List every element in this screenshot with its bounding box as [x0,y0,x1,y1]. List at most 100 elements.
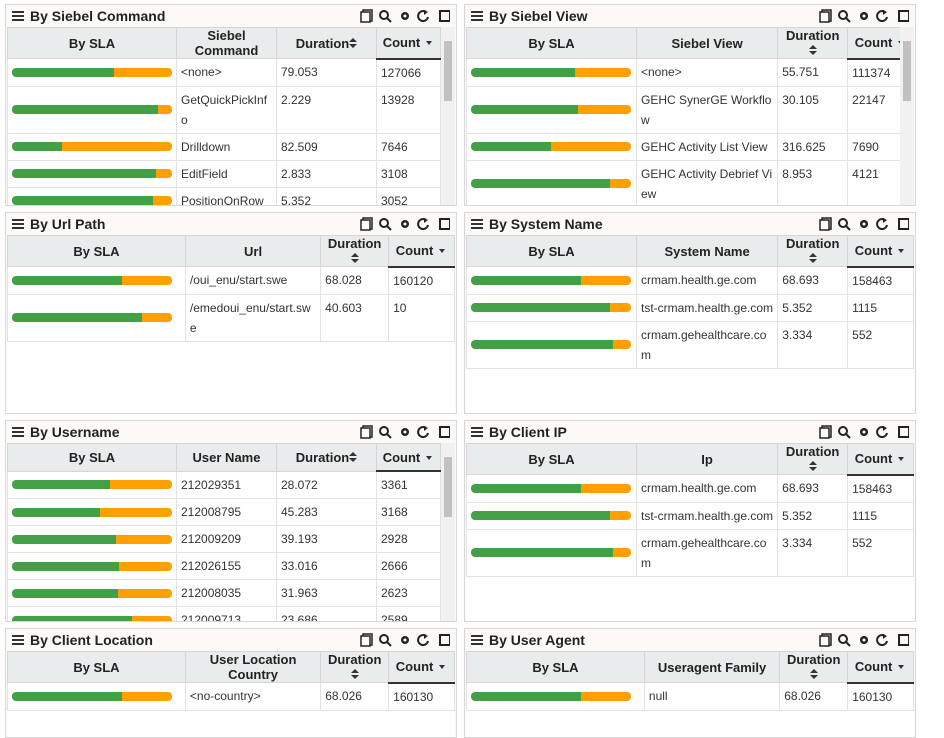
column-header[interactable]: Url [184,235,322,267]
cell: 3.334 [777,528,849,577]
data-row[interactable]: 212008795 45.283 3168 [7,498,441,526]
sla-bad [114,67,172,77]
data-row[interactable]: /emedoui_enu/start.swe 40.603 10 [7,293,455,342]
data-row[interactable]: 212009713 23.686 2589 [7,606,441,621]
data-row[interactable]: 212008035 31.963 2623 [7,579,441,607]
cell: 79.053 [276,58,377,87]
column-header[interactable]: By SLA [466,651,645,683]
column-header[interactable]: Useragent Family [643,651,781,683]
column-header[interactable]: Count [847,235,914,268]
data-row[interactable]: <no-country> 68.026 160130 [7,682,455,711]
sla-good [471,142,551,151]
sla-bar [471,511,631,520]
column-header[interactable]: Duration [777,235,849,267]
panel-icons [819,425,909,439]
column-header[interactable]: Count [376,27,441,60]
column-header[interactable]: Duration [276,443,377,472]
panel-icons[interactable] [819,9,909,23]
column-header[interactable]: User Name [176,443,277,472]
scrollbar[interactable] [441,27,455,205]
header-label: Ip [701,451,713,467]
column-header[interactable]: Count [388,235,455,268]
panel-header: By System Name [465,213,915,235]
data-row[interactable]: Drilldown 82.509 7646 [7,132,441,161]
data-row[interactable]: 212026155 33.016 2666 [7,552,441,580]
column-header[interactable]: By SLA [7,235,186,267]
menu-icon[interactable] [471,426,483,438]
menu-icon[interactable] [471,218,483,230]
panel: By System Name By SLA System Name Duration C… [464,212,916,414]
menu-icon[interactable] [12,10,24,22]
menu-icon[interactable] [12,426,24,438]
data-row[interactable]: 212009209 39.193 2928 [7,525,441,553]
data-row[interactable]: EditField 2.833 3108 [7,159,441,188]
menu-icon[interactable] [471,10,483,22]
data-row[interactable]: null 68.026 160130 [466,682,914,711]
cell: <none> [635,58,779,87]
data-row[interactable]: PositionOnRow 5.352 3052 [7,186,441,205]
data-row[interactable]: tst-crmam.health.ge.com 5.352 1115 [466,293,914,322]
data-row[interactable]: crmam.gehealthcare.com 3.334 552 [466,528,914,577]
column-header[interactable]: Siebel View [635,27,779,59]
data-row[interactable]: crmam.health.ge.com 68.693 158463 [466,266,914,295]
data-row[interactable]: GEHC Activity List View 316.625 7690 [466,132,914,161]
column-header[interactable]: Ip [635,443,779,475]
column-header[interactable]: Duration [320,651,390,683]
column-header[interactable]: Siebel Command [176,27,277,59]
panel-icons[interactable] [360,217,450,231]
column-header[interactable]: Duration [276,27,377,59]
scroll-thumb[interactable] [444,457,452,517]
menu-icon[interactable] [12,218,24,230]
data-row[interactable]: crmam.health.ge.com 68.693 158463 [466,474,914,503]
scroll-thumb[interactable] [444,41,452,101]
sla-cell [466,159,637,205]
column-header[interactable]: By SLA [7,27,177,59]
cell: Drilldown [176,132,277,161]
column-header[interactable]: Count [376,443,441,472]
column-header[interactable]: By SLA [466,443,637,475]
data-row[interactable]: /oui_enu/start.swe 68.028 160120 [7,266,455,295]
data-row[interactable]: crmam.gehealthcare.com 3.334 552 [466,320,914,369]
column-header[interactable]: Duration [777,443,849,475]
data-row[interactable]: GetQuickPickInfo 2.229 13928 [7,85,441,134]
column-header[interactable]: Count [847,651,914,684]
data-table: By SLA Siebel View Duration Count <none> 55.7… [466,27,914,205]
column-header[interactable]: Duration [779,651,849,683]
column-header[interactable]: User Location Country [184,651,322,683]
column-header[interactable]: System Name [635,235,779,267]
panel-header: By Siebel Command [6,5,456,27]
column-header[interactable]: By SLA [7,443,177,472]
panel-icons[interactable] [819,217,909,231]
panel-icons[interactable] [819,633,909,647]
data-row[interactable]: <none> 55.751 111374 [466,58,914,87]
panel-icons [819,217,909,231]
cell: 68.026 [779,682,849,711]
scroll-thumb[interactable] [903,41,911,101]
column-header[interactable]: Duration [777,27,849,59]
data-row[interactable]: <none> 79.053 127066 [7,58,441,87]
data-row[interactable]: 212029351 28.072 3361 [7,470,441,499]
cell: 212008035 [176,579,277,607]
sla-cell [466,266,637,295]
data-row[interactable]: GEHC Activity Debrief View 8.953 4121 [466,159,914,205]
header-label: By SLA [528,451,575,467]
panel-icons[interactable] [360,425,450,439]
menu-icon[interactable] [12,634,24,646]
column-header[interactable]: Count [847,443,914,476]
menu-icon[interactable] [471,634,483,646]
panel-icons[interactable] [360,633,450,647]
column-header[interactable]: By SLA [466,235,637,267]
header-label: Url [244,243,263,259]
panel-icons[interactable] [819,425,909,439]
column-header[interactable]: Duration [320,235,390,267]
data-row[interactable]: GEHC SynerGE Workflow 30.105 22147 [466,85,914,134]
sla-good [12,196,153,205]
column-header[interactable]: Count [388,651,455,684]
column-header[interactable]: By SLA [7,651,186,683]
panel-icons[interactable] [360,9,450,23]
scrollbar[interactable] [900,27,914,205]
column-header[interactable]: By SLA [466,27,637,59]
scrollbar[interactable] [441,443,455,621]
cell: <none> [176,58,277,87]
data-row[interactable]: tst-crmam.health.ge.com 5.352 1115 [466,501,914,530]
